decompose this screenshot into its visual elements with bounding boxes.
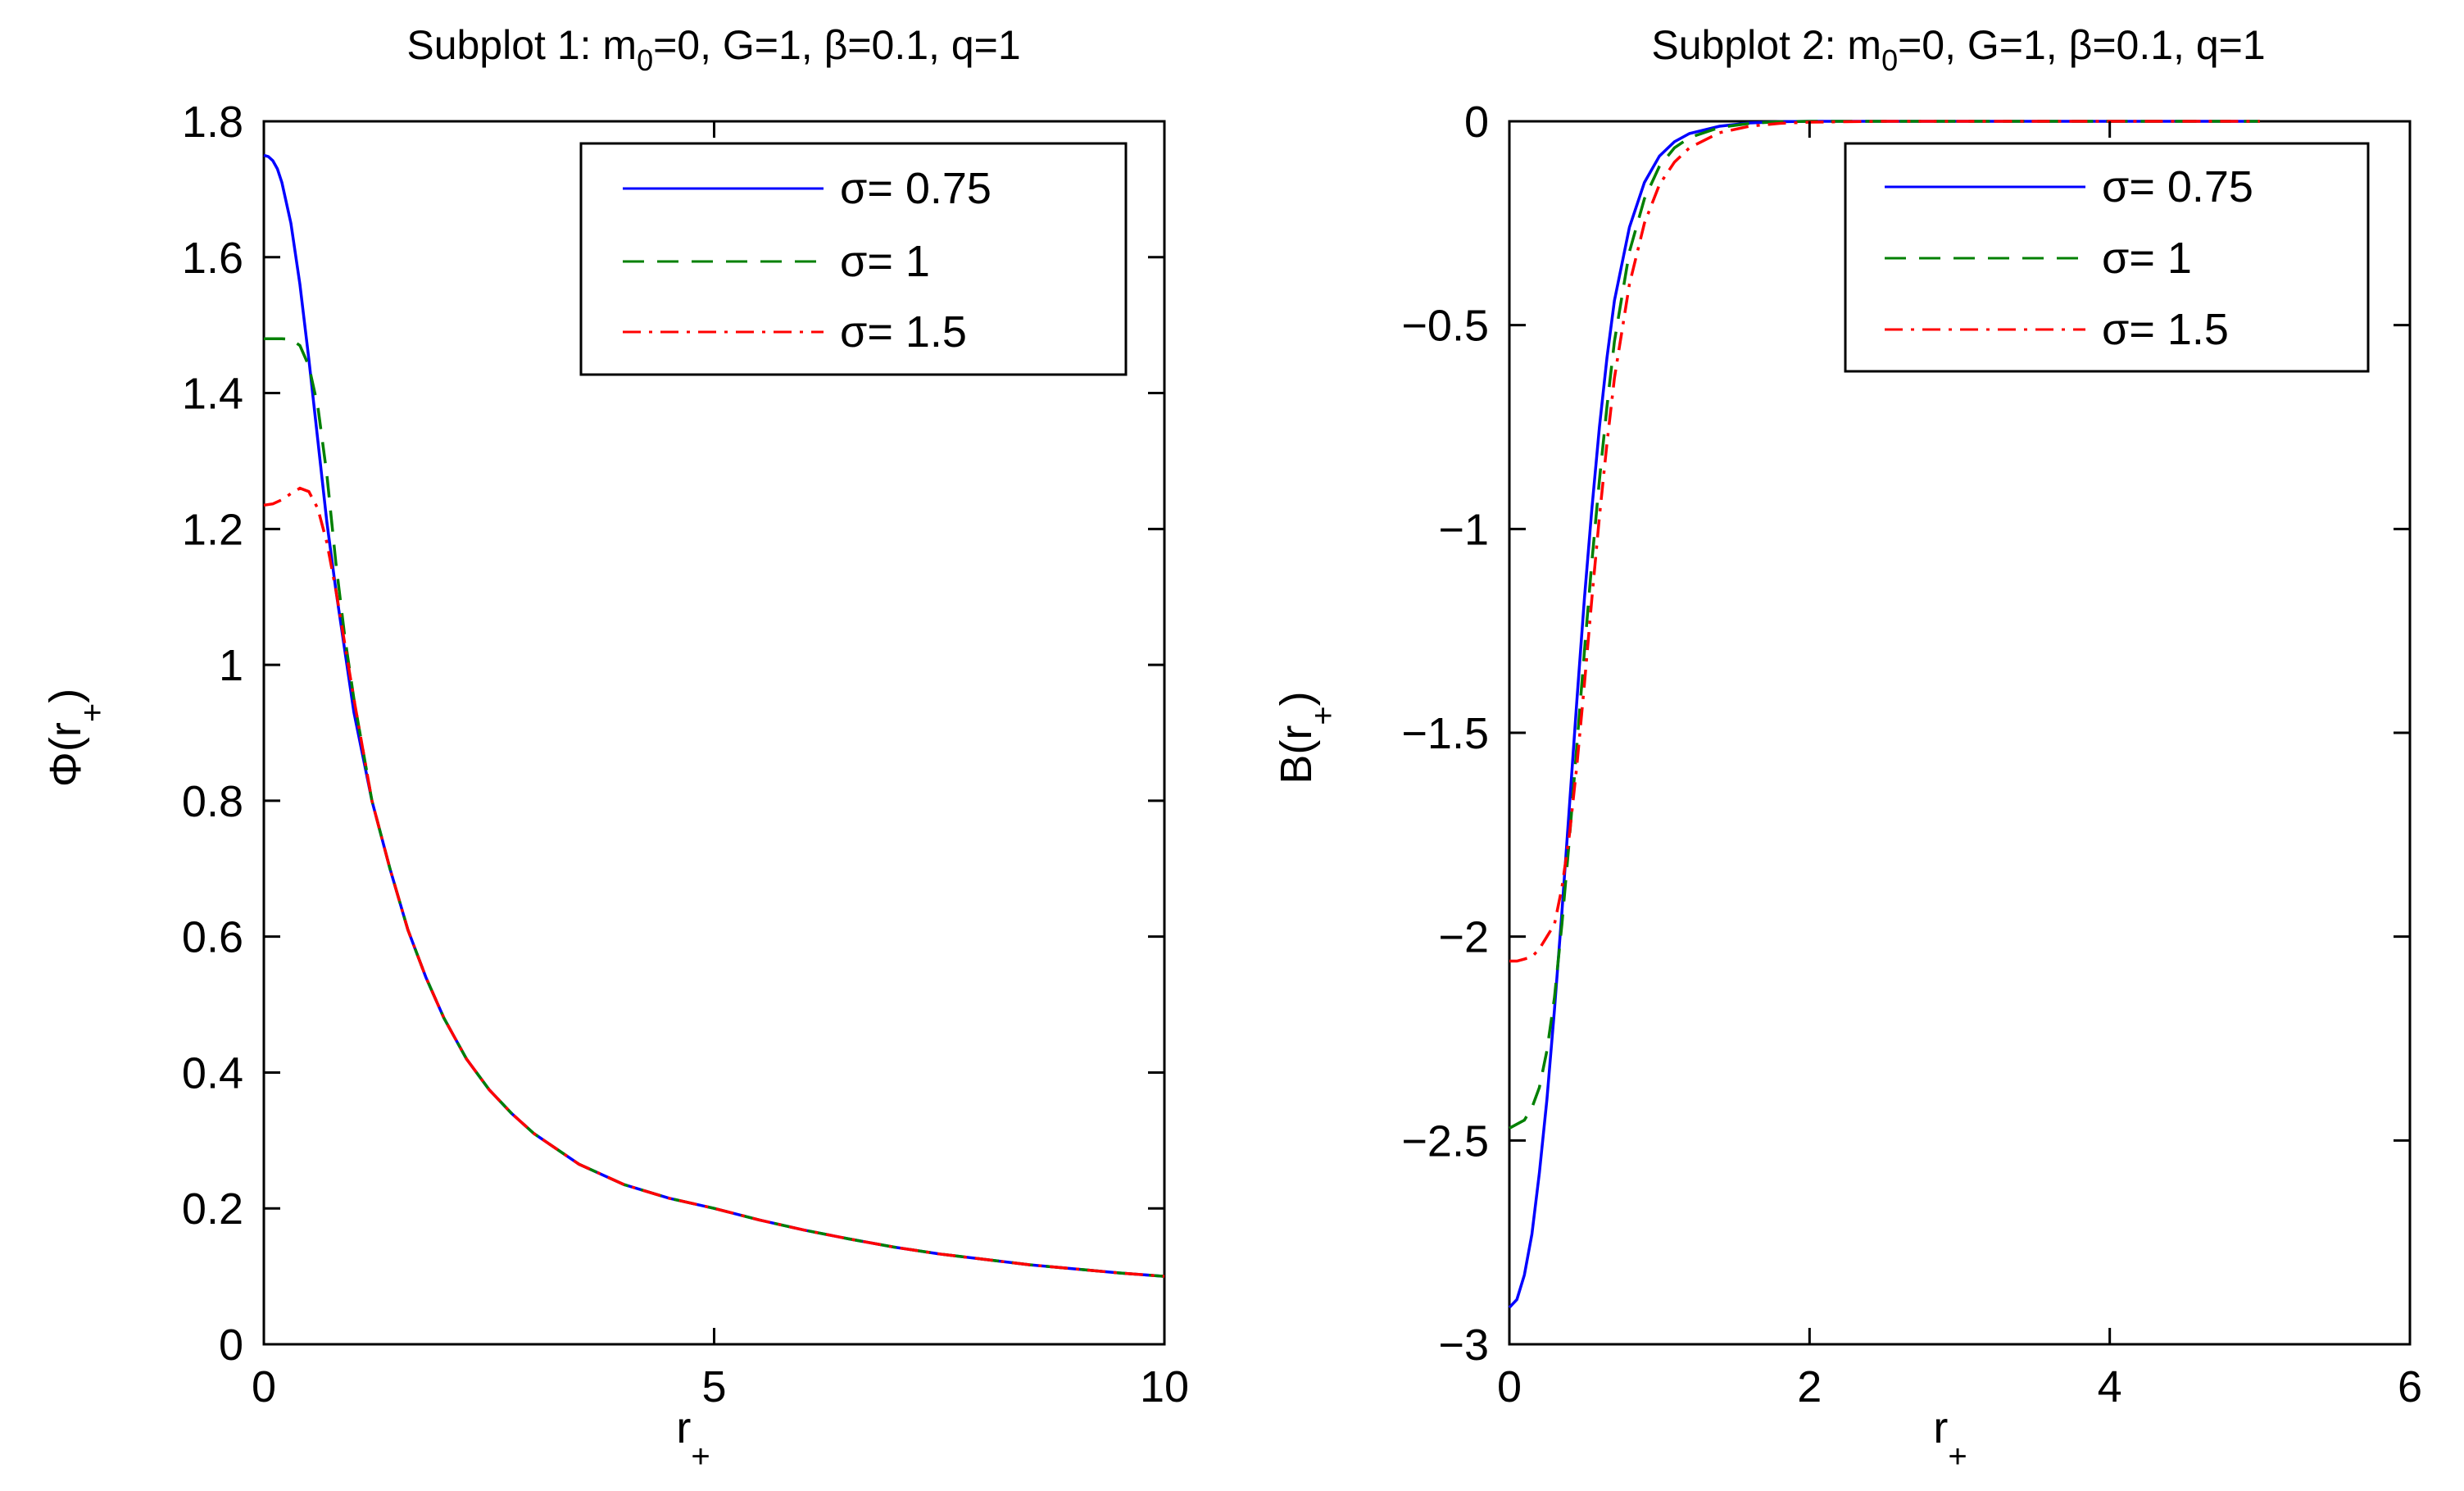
subplot-2-legend-label-1: σ= 0.75 [2102, 162, 2253, 211]
subplot-1-legend-label-2: σ= 1 [840, 237, 930, 286]
y-tick-label: −1 [1438, 505, 1489, 554]
subplot-1-legend-box [579, 142, 1128, 376]
subplot-2: Subplot 2: m0=0, G=1, β=0.1, q=1 0 2 4 6 −3… [1272, 22, 2422, 1475]
y-tick-label: −2.5 [1401, 1116, 1489, 1166]
y-tick-label: 1.4 [182, 370, 243, 419]
subplot-2-title: Subplot 2: m0=0, G=1, β=0.1, q=1 [1651, 22, 2265, 77]
x-tick-label: 0 [1497, 1362, 1522, 1411]
subplot-1-series [263, 153, 1165, 1278]
y-tick-label: 0 [1464, 98, 1489, 147]
subplot-1-series-3-line [263, 486, 1165, 1278]
x-tick-label: 5 [701, 1362, 726, 1411]
y-tick-label: 0.8 [182, 777, 243, 826]
subplot-1: Subplot 1: m0=0, G=1, β=0.1, q=1 0 5 10 00… [41, 22, 1189, 1475]
subplot-1-legend: σ= 0.75 σ= 1 σ= 1.5 [579, 142, 1128, 376]
subplot-2-y-axis-label: B(r+) [1272, 691, 1341, 784]
y-tick-label: 0.4 [182, 1048, 243, 1098]
subplot-1-series-2-line [264, 337, 1165, 1278]
subplot-2-series-2-line [1509, 120, 2260, 1130]
y-tick-label: −3 [1438, 1321, 1489, 1370]
subplot-1-legend-label-3: σ= 1.5 [840, 307, 967, 357]
subplot-1-y-axis-label: Φ(r+) [41, 689, 111, 787]
subplot-2-series [1508, 120, 2260, 1309]
subplot-1-legend-label-1: σ= 0.75 [840, 164, 991, 213]
subplot-2-y-ticks: −3 −2.5 −2 −1.5 −1 −0.5 0 [1401, 98, 2410, 1370]
y-tick-label: 0.6 [182, 913, 243, 962]
y-tick-label: 1 [219, 641, 243, 690]
x-tick-label: 6 [2398, 1362, 2422, 1411]
y-tick-label: 1.2 [182, 505, 243, 554]
y-tick-label: 0.2 [182, 1184, 243, 1234]
subplot-2-legend: σ= 0.75 σ= 1 σ= 1.5 [1844, 142, 2370, 373]
y-tick-label: −2 [1438, 913, 1489, 962]
x-tick-label: 10 [1140, 1362, 1189, 1411]
subplot-1-x-axis-label: r+ [676, 1403, 710, 1475]
subplot-1-x-ticks: 0 5 10 [252, 121, 1189, 1411]
subplot-2-series-3-line [1509, 120, 2260, 963]
x-tick-label: 4 [2098, 1362, 2122, 1411]
y-tick-label: −0.5 [1401, 302, 1489, 351]
subplot-2-legend-label-3: σ= 1.5 [2102, 305, 2229, 354]
subplot-1-title: Subplot 1: m0=0, G=1, β=0.1, q=1 [406, 22, 1020, 77]
y-tick-label: 1.8 [182, 98, 243, 147]
x-tick-label: 0 [252, 1362, 276, 1411]
subplot-1-y-ticks: 0 0.2 0.4 0.6 0.8 1 1.2 1.4 1.6 1.8 [182, 98, 1164, 1370]
subplot-2-x-ticks: 0 2 4 6 [1497, 121, 2422, 1411]
subplot-2-x-axis-label: r+ [1933, 1403, 1967, 1475]
y-tick-label: 1.6 [182, 234, 243, 283]
y-tick-label: −1.5 [1401, 709, 1489, 758]
x-tick-label: 2 [1797, 1362, 1822, 1411]
y-tick-label: 0 [219, 1321, 243, 1370]
subplot-2-legend-label-2: σ= 1 [2102, 234, 2192, 283]
